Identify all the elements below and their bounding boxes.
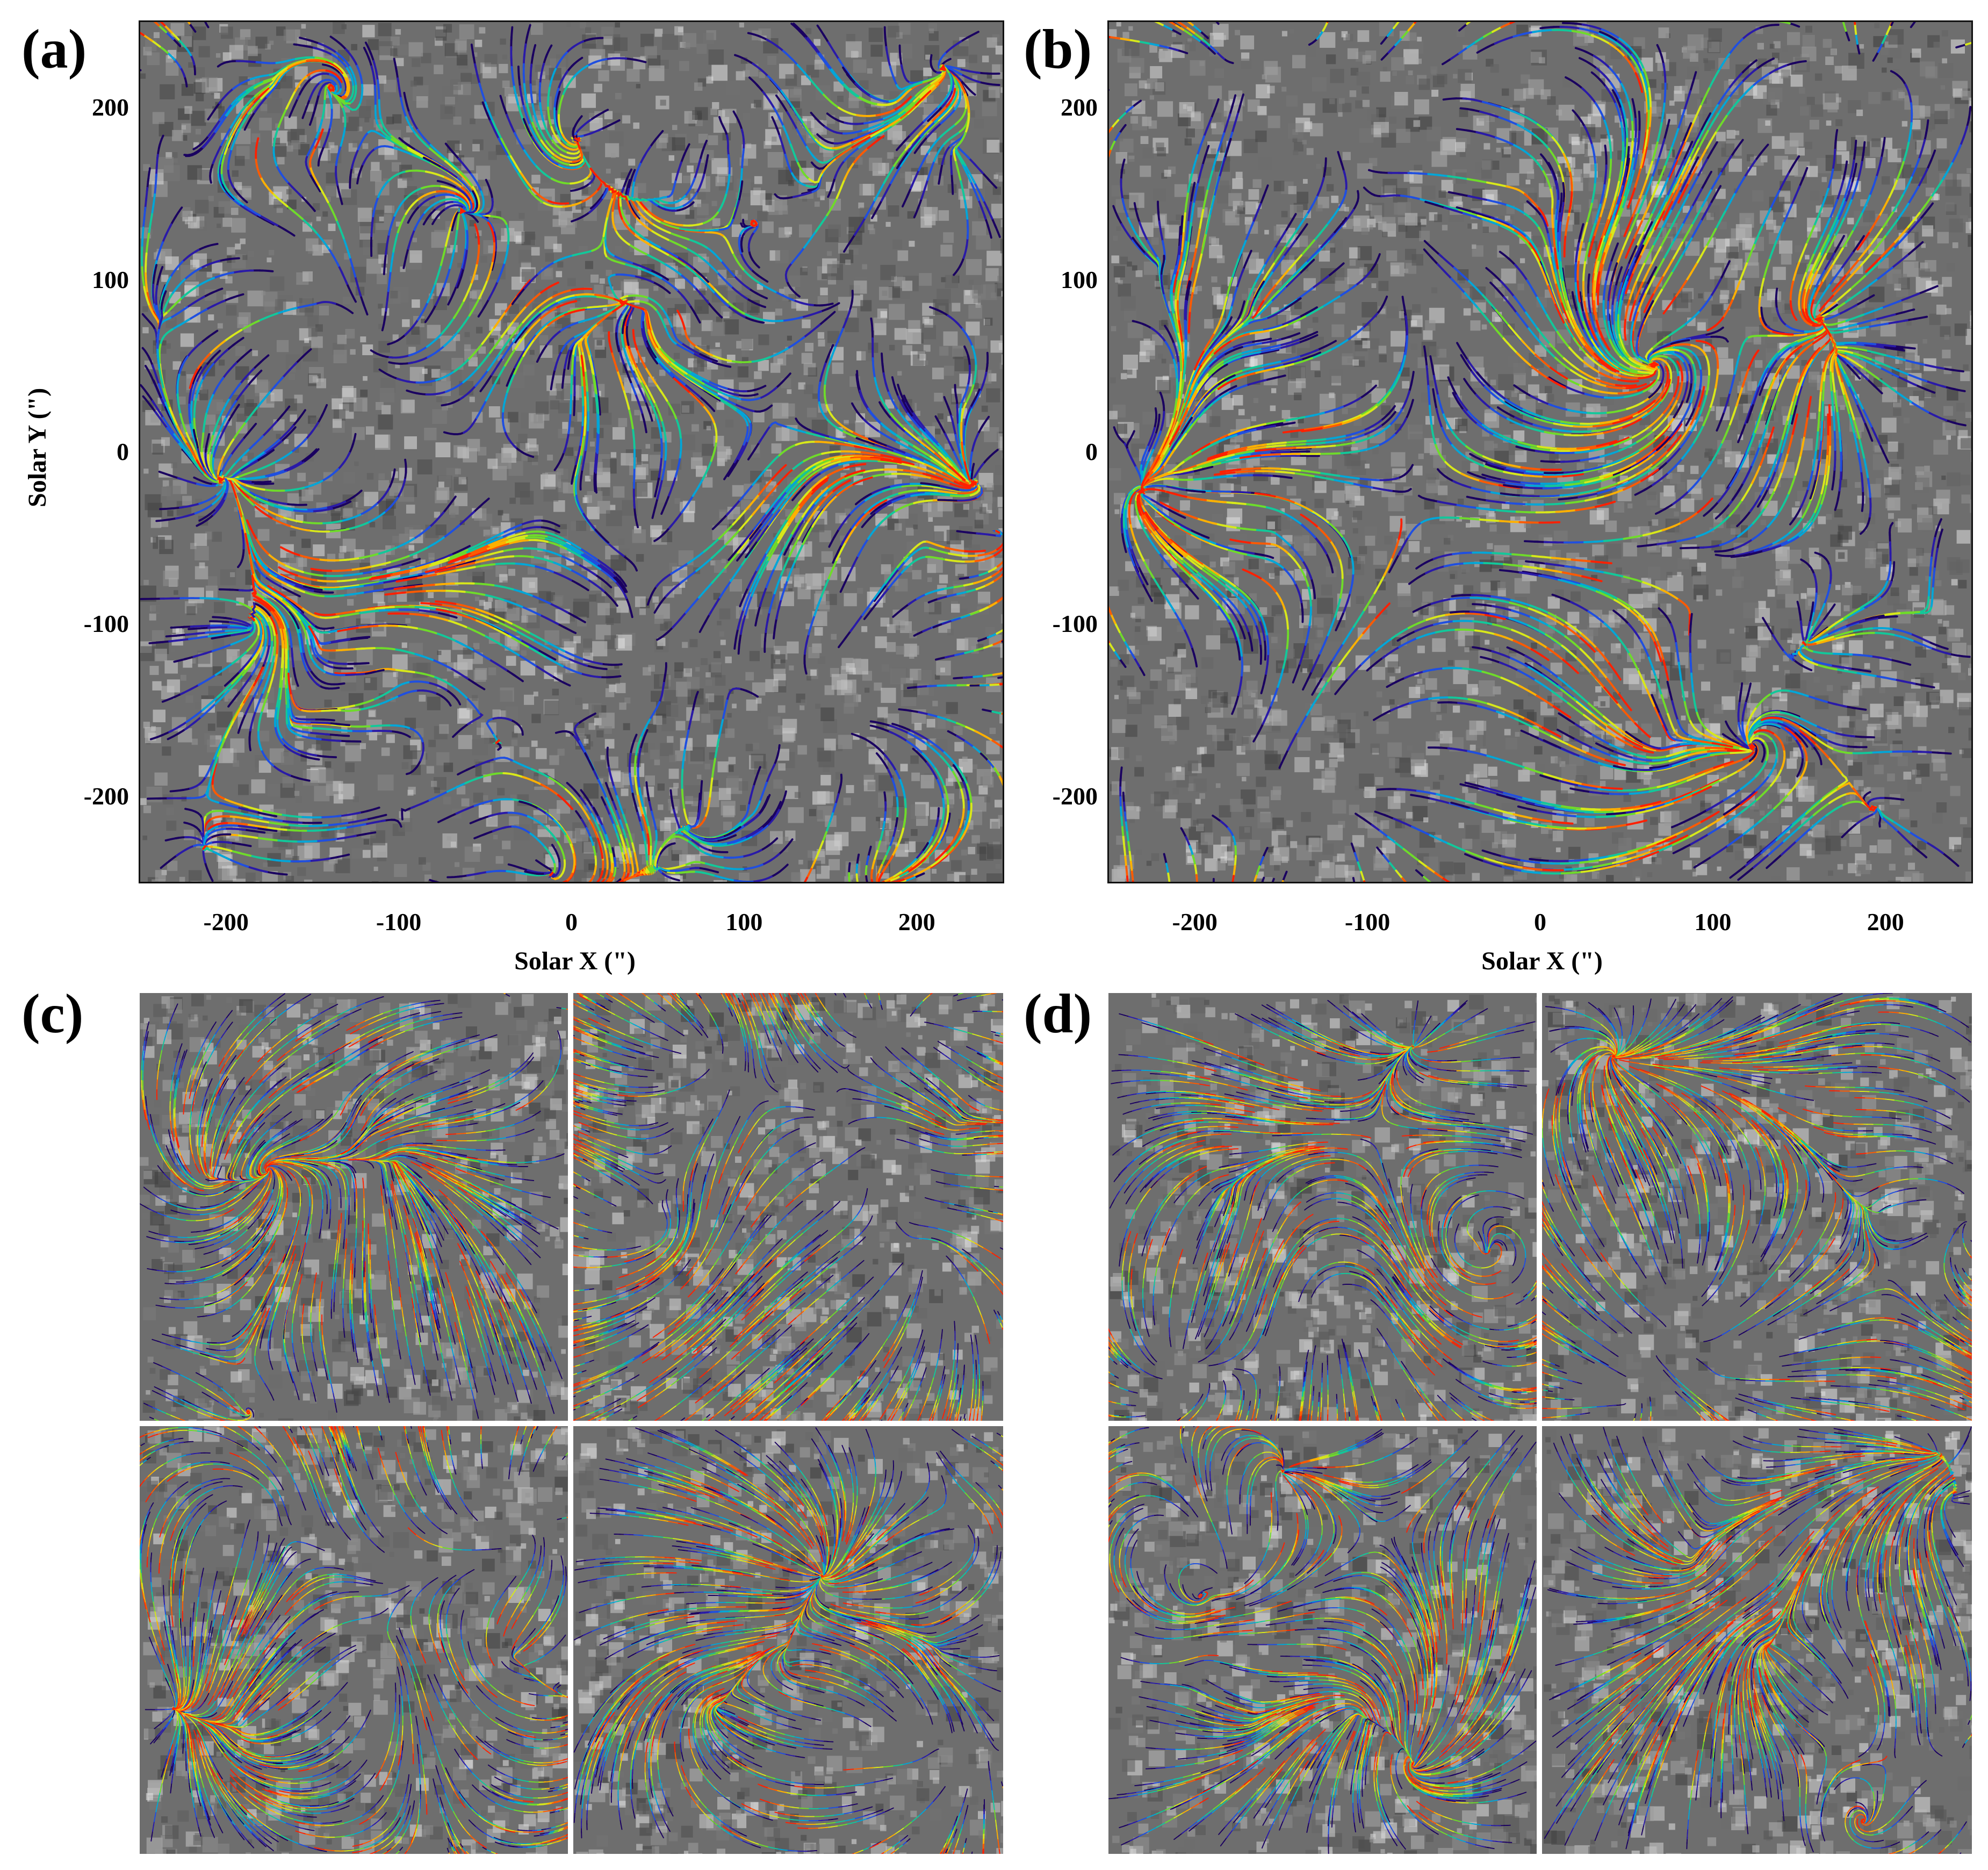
panel-b-y-tick-label: 200	[1033, 95, 1098, 120]
panel-b-image	[1108, 21, 1972, 882]
panel-b-y-tick-label: 0	[1033, 440, 1098, 464]
panel-b-y-tick-label: 100	[1033, 268, 1098, 292]
panel-a-y-tick-label: 100	[64, 268, 129, 292]
panel-c-zoom-bottom-right	[573, 1426, 1003, 1854]
panel-b-x-tick-label: 0	[1508, 910, 1573, 934]
panel-label-b: (b)	[1024, 21, 1092, 77]
panel-a-streamlines	[140, 21, 1003, 882]
panel-b-x-tick-label: -200	[1163, 910, 1227, 934]
panel-a-image	[140, 21, 1003, 882]
panel-a-y-tick-label: 0	[64, 440, 129, 464]
panel-b-y-tick-label: -200	[1033, 784, 1098, 809]
panel-d-zoom-bottom-left	[1108, 1426, 1537, 1854]
panel-a-y-tick-label: 200	[64, 95, 129, 120]
panel-b-x-tick-label: 200	[1853, 910, 1918, 934]
panel-d-tr-streamlines	[1542, 993, 1972, 1421]
panel-d-zoom-top-right	[1542, 993, 1972, 1421]
panel-c-tr-streamlines	[573, 993, 1003, 1421]
panel-b-streamlines	[1108, 21, 1972, 882]
panel-a-x-tick-label: 0	[539, 910, 604, 934]
panel-a-y-tick-label: -200	[64, 784, 129, 809]
panel-c-zoom-top-right	[573, 993, 1003, 1421]
panel-d-zoom-top-left	[1108, 993, 1537, 1421]
panel-b-y-tick-label: -100	[1033, 612, 1098, 636]
panel-a-x-tick-label: -200	[194, 910, 258, 934]
panel-c-bl-streamlines	[140, 1426, 568, 1854]
panel-c-tl-streamlines	[140, 993, 568, 1421]
panel-d-bl-streamlines	[1108, 1426, 1537, 1854]
panel-d-zoom-bottom-right	[1542, 1426, 1972, 1854]
y-axis-title: Solar Y (")	[25, 400, 51, 507]
panel-c-zoom-bottom-left	[140, 1426, 568, 1854]
panel-d-grid	[1108, 993, 1972, 1854]
panel-c-br-streamlines	[573, 1426, 1003, 1854]
panel-a-x-tick-label: 100	[712, 910, 776, 934]
panel-c-grid	[140, 993, 1003, 1854]
panel-a-x-axis-title: Solar X (")	[500, 948, 650, 974]
panel-d-tl-streamlines	[1108, 993, 1537, 1421]
panel-label-a: (a)	[21, 21, 87, 77]
panel-a-x-tick-label: -100	[366, 910, 431, 934]
panel-b-x-tick-label: 100	[1681, 910, 1745, 934]
panel-d-br-streamlines	[1542, 1426, 1972, 1854]
panel-a-y-tick-label: -100	[64, 612, 129, 636]
panel-b-x-tick-label: -100	[1335, 910, 1400, 934]
panel-label-d: (d)	[1024, 986, 1092, 1042]
panel-label-c: (c)	[21, 986, 83, 1042]
panel-c-zoom-top-left	[140, 993, 568, 1421]
panel-a-x-tick-label: 200	[884, 910, 949, 934]
panel-b-x-axis-title: Solar X (")	[1467, 948, 1617, 974]
